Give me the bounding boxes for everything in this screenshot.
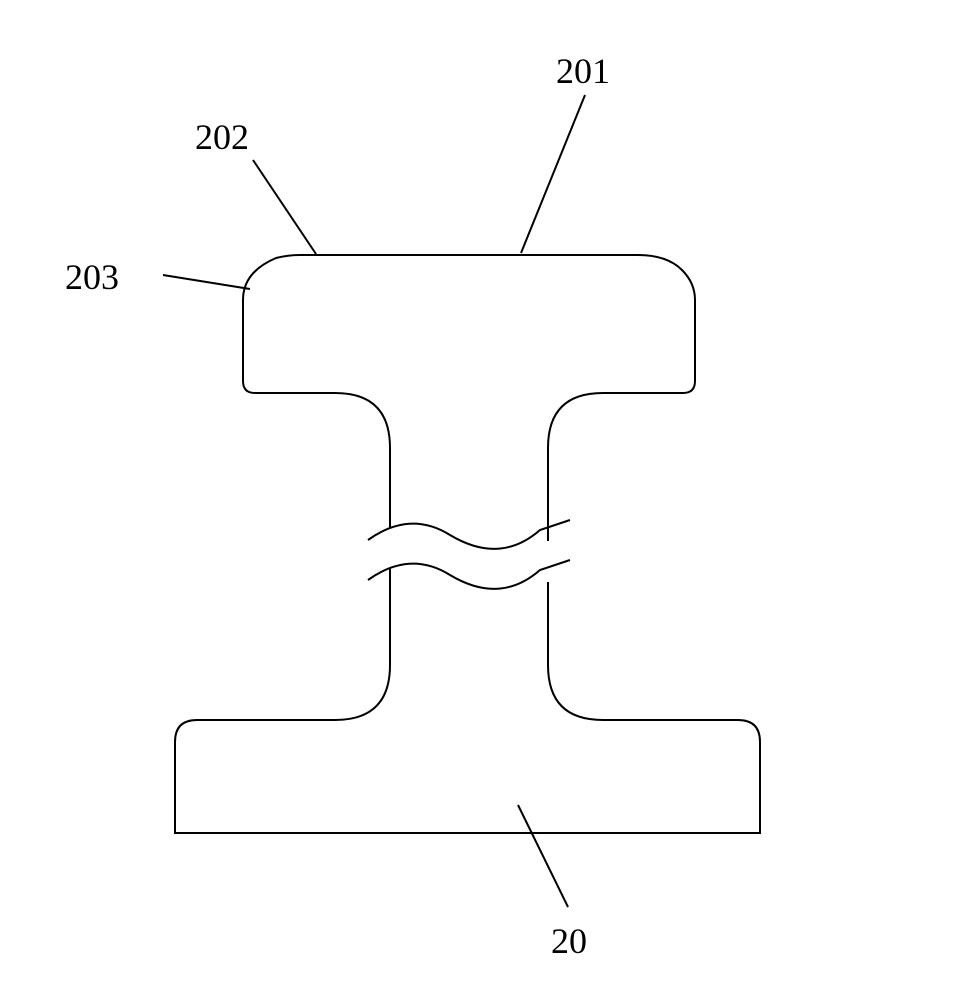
rail-lower-path (175, 569, 760, 833)
break-line-lower (368, 560, 570, 589)
leader-20 (518, 805, 568, 907)
leader-201 (521, 95, 585, 253)
rail-profile (175, 255, 760, 833)
label-20: 20 (551, 920, 587, 962)
break-line-upper (368, 520, 570, 549)
rail-svg (0, 0, 956, 983)
leader-202 (253, 160, 316, 254)
label-201: 201 (556, 50, 610, 92)
leader-203 (163, 275, 250, 289)
rail-diagram: 201 202 203 20 (0, 0, 956, 983)
rail-upper-path (243, 255, 695, 541)
label-202: 202 (195, 116, 249, 158)
leader-lines (163, 95, 585, 907)
label-203: 203 (65, 256, 119, 298)
